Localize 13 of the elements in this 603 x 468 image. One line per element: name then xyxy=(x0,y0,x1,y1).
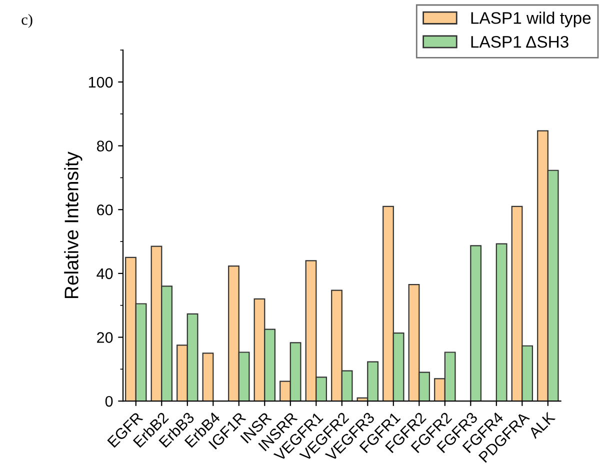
bar xyxy=(470,245,482,402)
y-tick-label: 0 xyxy=(105,396,113,407)
y-tick-label: 100 xyxy=(88,76,113,88)
y-tick-label: 60 xyxy=(97,204,113,216)
y-tick-label: 40 xyxy=(96,268,113,280)
text: c) xyxy=(22,14,32,28)
y-axis-title: Relative Intensity xyxy=(64,152,82,298)
y-tick-label: 80 xyxy=(96,140,113,152)
legend-label: LASP1 ΔSH3 xyxy=(471,36,568,48)
bar xyxy=(202,352,214,402)
bar xyxy=(496,243,508,402)
y-tick-label: 20 xyxy=(97,332,113,343)
legend-label: LASP1 wild type xyxy=(471,12,591,28)
